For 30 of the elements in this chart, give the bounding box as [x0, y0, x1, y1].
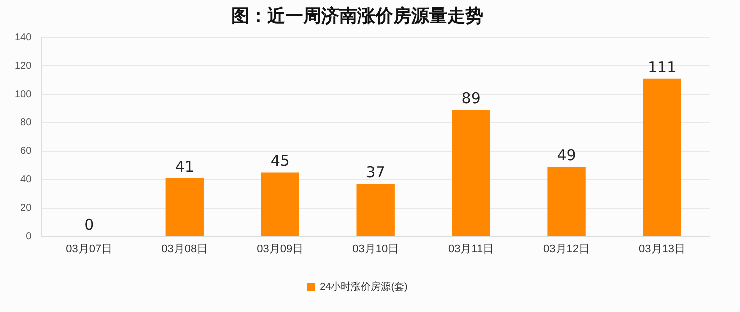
y-tick-label: 60	[20, 146, 32, 158]
y-tick-label: 20	[20, 203, 32, 214]
legend-label: 24小时涨价房源(套)	[320, 280, 408, 293]
bar	[452, 110, 490, 236]
x-tick-label: 03月13日	[639, 243, 686, 256]
y-tick-label: 120	[14, 60, 32, 72]
data-label: 49	[557, 146, 576, 164]
y-tick-label: 100	[14, 89, 32, 100]
data-label: 89	[462, 90, 481, 108]
x-tick-label: 03月07日	[66, 243, 113, 256]
data-label: 45	[270, 152, 290, 170]
y-tick-label: 80	[20, 118, 32, 129]
x-tick-label: 03月08日	[162, 243, 208, 256]
bar	[548, 167, 586, 236]
data-label: 37	[366, 164, 386, 182]
x-tick-label: 03月11日	[448, 243, 494, 256]
bar	[356, 184, 395, 236]
x-tick-label: 03月10日	[352, 243, 400, 256]
x-tick-label: 03月09日	[257, 243, 304, 256]
y-tick-label: 140	[14, 32, 32, 44]
y-tick-label: 40	[20, 174, 32, 186]
data-label: 111	[648, 58, 677, 76]
data-label: 41	[175, 158, 194, 176]
y-tick-label: 0	[26, 232, 32, 243]
bar	[261, 172, 300, 236]
bar	[166, 178, 204, 236]
x-tick-label: 03月12日	[544, 243, 590, 256]
data-label: 0	[84, 216, 94, 234]
bar	[643, 78, 682, 236]
chart-title: 图：近一周济南涨价房源量走势	[232, 6, 484, 26]
